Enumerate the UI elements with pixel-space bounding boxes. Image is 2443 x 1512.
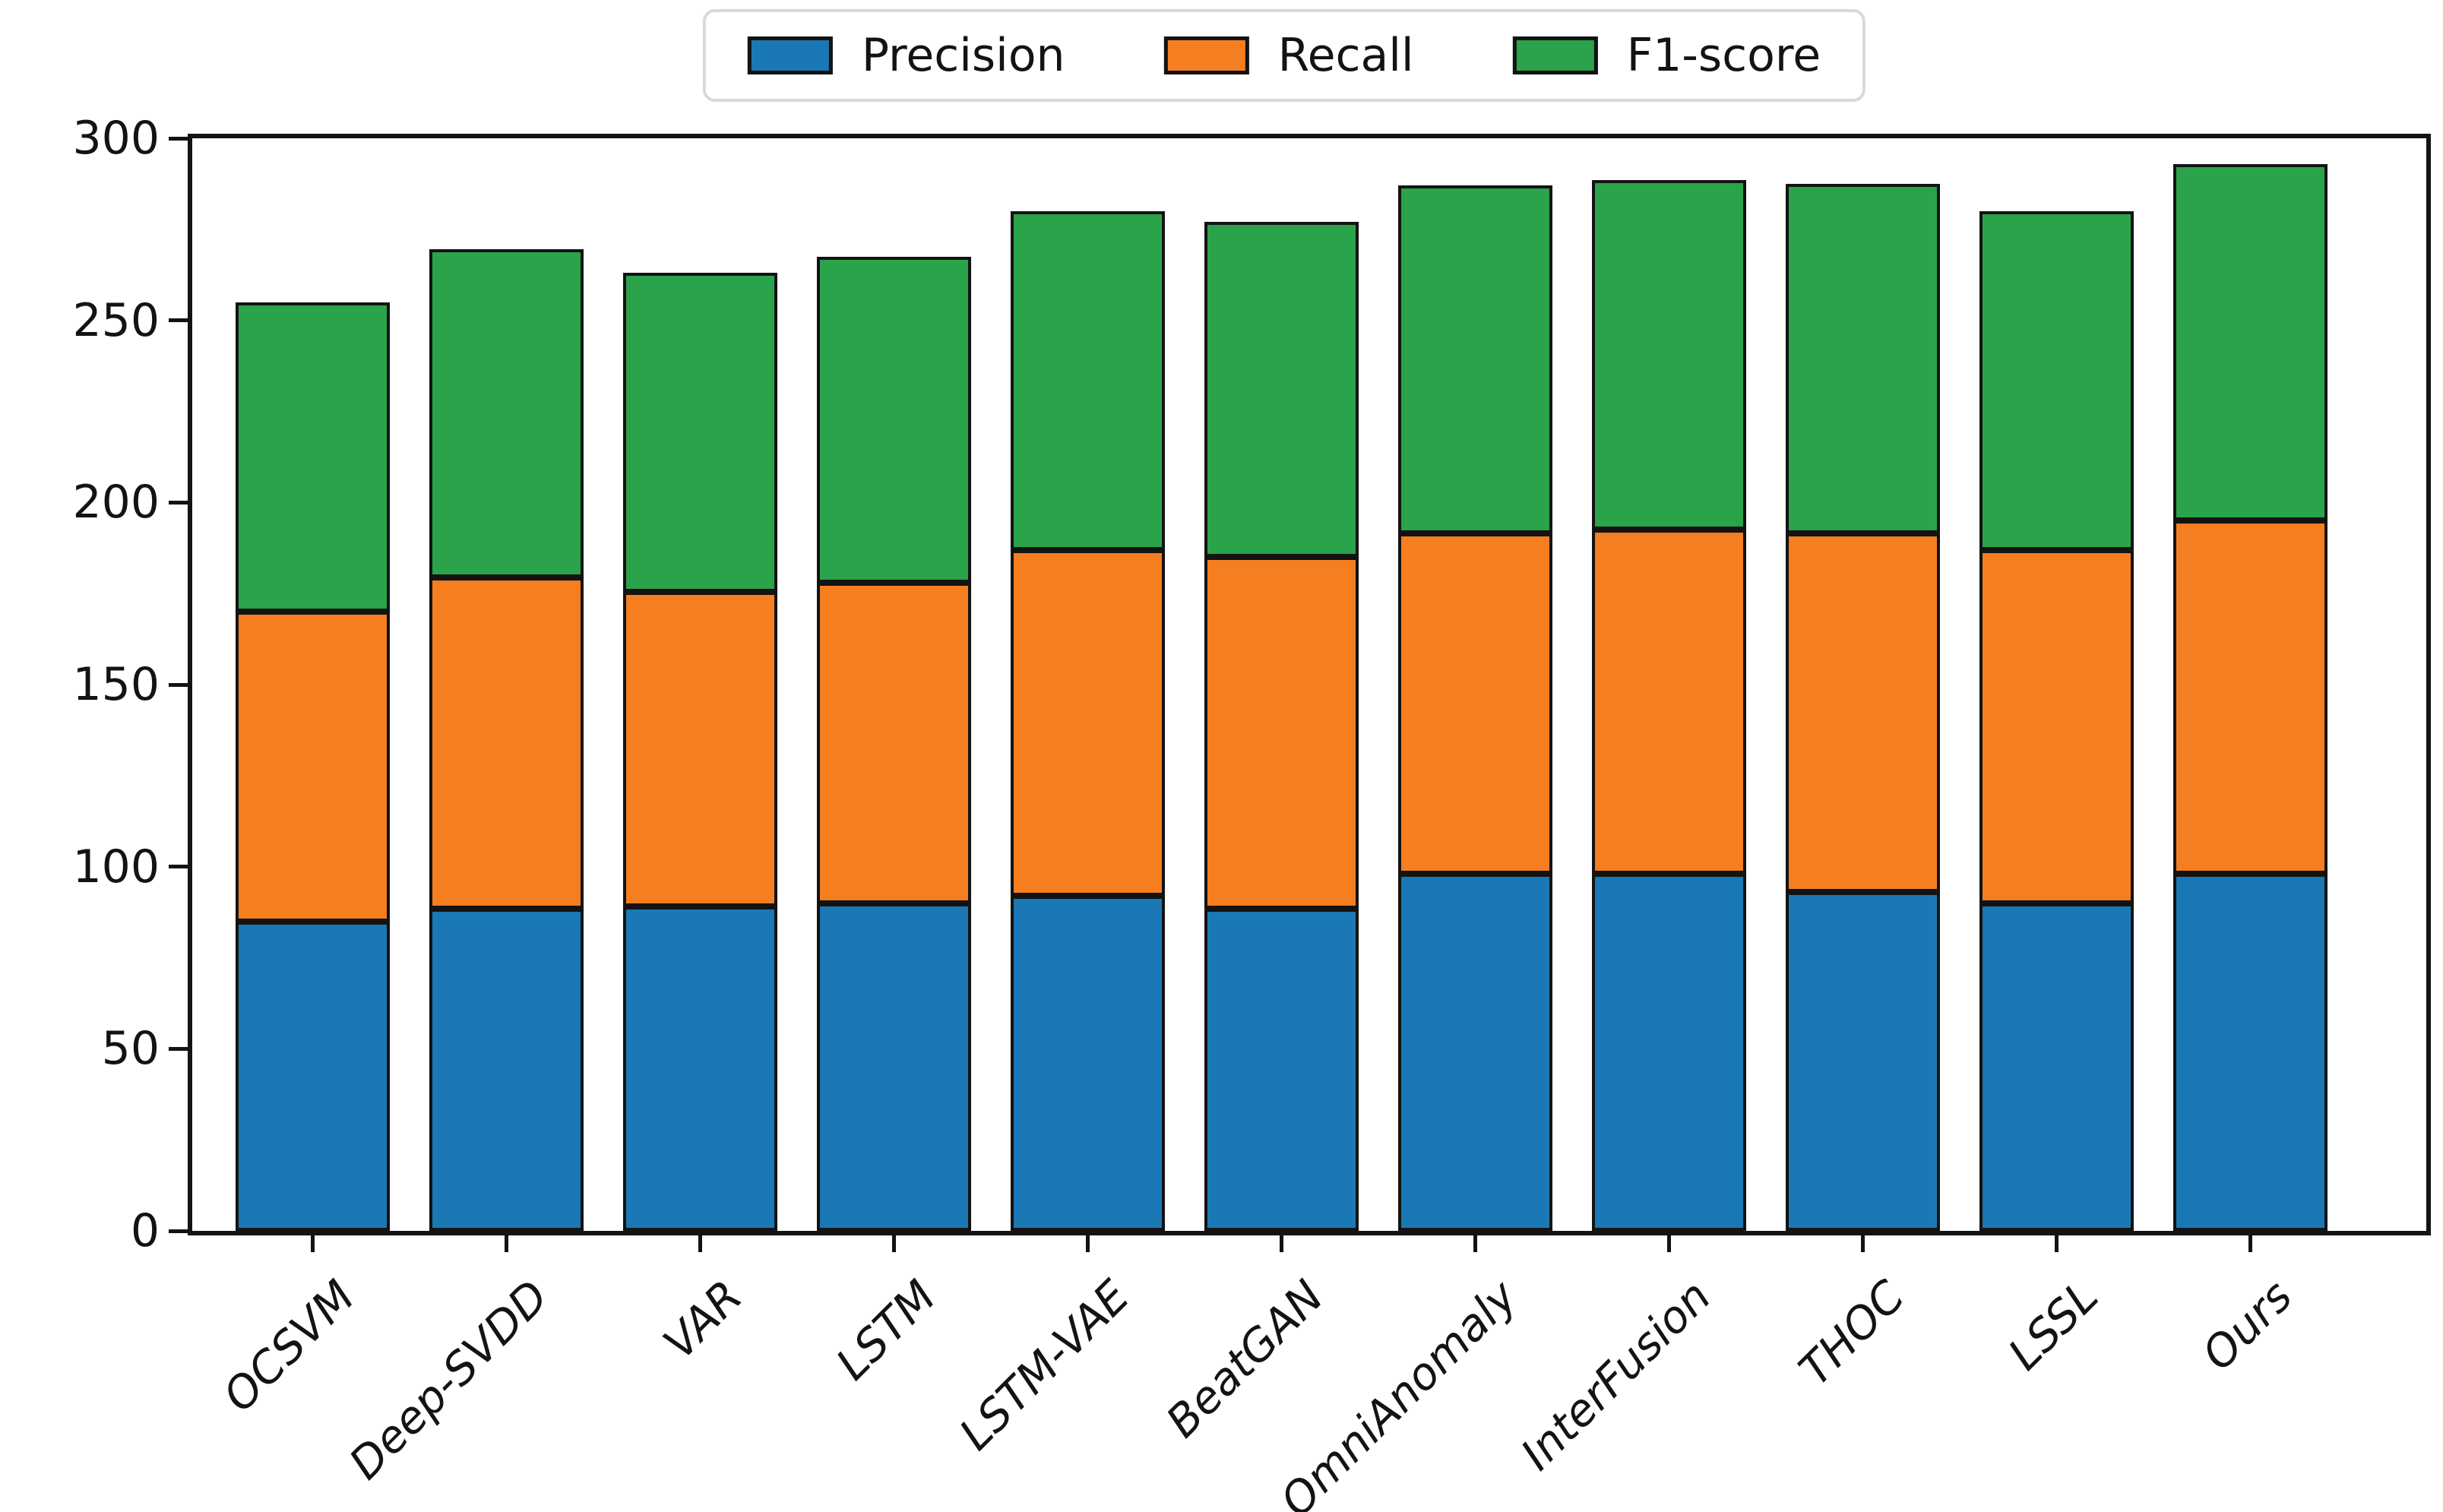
x-tick-label-var: VAR <box>653 1270 752 1369</box>
bar-segment-f1-score-lstm-vae <box>1011 210 1165 550</box>
bar-segment-precision-omnianomaly <box>1398 874 1552 1231</box>
legend-item-recall: Recall <box>1163 29 1414 82</box>
bar-segment-f1-score-ours <box>2173 163 2327 521</box>
bar-segment-recall-lssl <box>1979 549 2134 903</box>
bar-segment-f1-score-deep-svdd <box>429 249 584 577</box>
x-tick-label-thoc: THOC <box>1789 1270 1915 1396</box>
bar-segment-recall-lstm-vae <box>1011 549 1165 897</box>
y-tick-mark <box>169 682 188 687</box>
x-tick-mark <box>1861 1235 1865 1252</box>
bar-segment-precision-beatgan <box>1204 908 1359 1231</box>
y-tick-mark <box>169 318 188 323</box>
legend-swatch-precision <box>747 36 833 74</box>
y-tick-label: 250 <box>72 293 160 347</box>
bar-segment-precision-deep-svdd <box>429 908 584 1231</box>
x-tick-mark <box>311 1235 315 1252</box>
bar-segment-recall-var <box>623 591 777 907</box>
bar-segment-recall-interfusion <box>1592 530 1746 875</box>
y-tick-mark <box>169 865 188 869</box>
bar-segment-precision-interfusion <box>1592 874 1746 1231</box>
bar-segment-recall-beatgan <box>1204 557 1359 909</box>
bar-segment-precision-var <box>623 906 777 1231</box>
y-tick-label: 150 <box>72 658 160 711</box>
legend-swatch-f1-score <box>1512 36 1598 74</box>
y-tick-label: 300 <box>72 112 160 165</box>
y-tick-mark <box>169 1229 188 1233</box>
bar-segment-f1-score-lstm <box>817 256 971 583</box>
bar-segment-precision-lssl <box>1979 903 2134 1231</box>
x-tick-mark <box>2248 1235 2252 1252</box>
bar-segment-f1-score-thoc <box>1786 183 1940 534</box>
x-tick-label-interfusion: InterFusion <box>1511 1270 1721 1480</box>
bar-segment-precision-ours <box>2173 874 2327 1231</box>
y-tick-label: 50 <box>101 1022 160 1076</box>
legend-label-recall: Recall <box>1277 29 1414 82</box>
x-tick-mark <box>892 1235 896 1252</box>
bar-segment-recall-omnianomaly <box>1398 533 1552 875</box>
y-tick-label: 200 <box>72 476 160 530</box>
y-tick-mark <box>169 500 188 505</box>
bar-segment-f1-score-lssl <box>1979 210 2134 550</box>
legend: Precision Recall F1-score <box>702 9 1866 102</box>
bar-segment-precision-thoc <box>1786 892 1940 1231</box>
x-tick-mark <box>1280 1235 1283 1252</box>
x-tick-label-deep-svdd: Deep-SVDD <box>339 1270 559 1490</box>
y-tick-mark <box>169 1046 188 1051</box>
bar-segment-f1-score-beatgan <box>1204 222 1359 558</box>
bar-segment-recall-ours <box>2173 520 2327 875</box>
bar-segment-recall-ocsvm <box>236 612 390 922</box>
bar-segment-precision-ocsvm <box>236 921 390 1231</box>
y-tick-label: 100 <box>72 840 160 894</box>
plot-area <box>188 134 2431 1235</box>
x-tick-mark <box>2055 1235 2059 1252</box>
x-tick-label-ours: Ours <box>2191 1270 2302 1381</box>
bar-segment-f1-score-var <box>623 273 777 592</box>
legend-label-precision: Precision <box>861 29 1065 82</box>
bar-segment-precision-lstm-vae <box>1011 896 1165 1231</box>
bar-segment-precision-lstm <box>817 903 971 1231</box>
bar-segment-recall-thoc <box>1786 533 1940 893</box>
legend-label-f1-score: F1-score <box>1626 29 1821 82</box>
bar-segment-f1-score-ocsvm <box>236 302 390 612</box>
x-tick-label-beatgan: BeatGAN <box>1156 1270 1334 1448</box>
y-tick-mark <box>169 136 188 141</box>
bar-segment-f1-score-interfusion <box>1592 180 1746 530</box>
x-tick-mark <box>1473 1235 1477 1252</box>
x-tick-label-lstm: LSTM <box>826 1270 946 1390</box>
bar-segment-recall-lstm <box>817 582 971 903</box>
legend-item-f1-score: F1-score <box>1512 29 1821 82</box>
bar-segment-recall-deep-svdd <box>429 577 584 909</box>
x-tick-label-lstm-vae: LSTM-VAE <box>949 1270 1140 1460</box>
x-tick-mark <box>698 1235 702 1252</box>
x-tick-mark <box>505 1235 508 1252</box>
bar-segment-f1-score-omnianomaly <box>1398 185 1552 534</box>
x-tick-mark <box>1086 1235 1090 1252</box>
y-tick-label: 0 <box>130 1204 160 1257</box>
legend-swatch-recall <box>1163 36 1249 74</box>
x-tick-label-lssl: LSSL <box>1998 1270 2109 1381</box>
x-tick-label-ocsvm: OCSVM <box>213 1270 365 1422</box>
legend-item-precision: Precision <box>747 29 1065 82</box>
x-tick-mark <box>1667 1235 1671 1252</box>
